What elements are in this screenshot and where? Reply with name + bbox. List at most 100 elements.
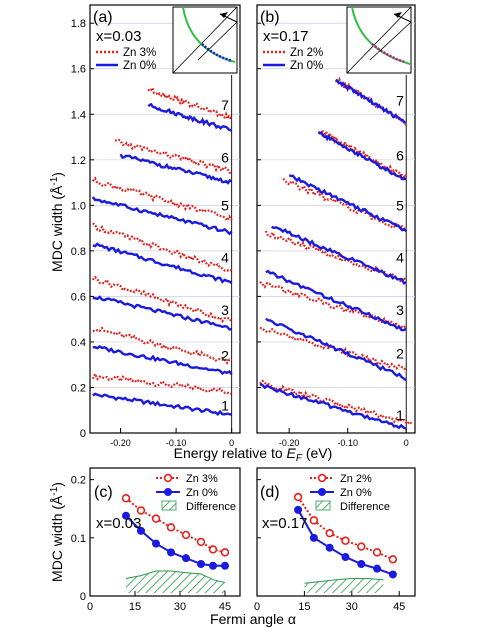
- y-tick-label: 0: [80, 591, 86, 603]
- series-line: [119, 153, 233, 185]
- series-line: [288, 174, 408, 233]
- x-tick-label: 15: [298, 601, 310, 613]
- legend-a-zn3-label: Zn 3%: [123, 47, 156, 59]
- series-line: [92, 326, 232, 365]
- series-line: [259, 383, 407, 430]
- data-point: [208, 545, 218, 554]
- series-line: [114, 138, 232, 174]
- y-tick-label: 0.2: [71, 382, 86, 394]
- composition-d: x=0.17: [262, 515, 307, 532]
- gridlines-a: [90, 22, 240, 388]
- series-line: [92, 295, 232, 331]
- data-point: [220, 548, 230, 557]
- data-point: [293, 492, 303, 502]
- x-tick-label: -0.10: [337, 438, 358, 448]
- data-point: [357, 560, 366, 568]
- cut-label: 6: [221, 150, 229, 166]
- composition-a: x=0.03: [96, 28, 141, 45]
- difference-line: [304, 578, 384, 584]
- data-point: [152, 539, 160, 548]
- cut-label: 3: [221, 302, 229, 318]
- cut-label: 2: [396, 345, 404, 361]
- legend-b-zn0-label: Zn 0%: [290, 60, 323, 72]
- x-tick-label: 15: [129, 601, 141, 613]
- series-line: [92, 242, 233, 285]
- x-tick-label: 0: [254, 601, 260, 613]
- y-tick-label: 0.8: [71, 246, 86, 258]
- y-axis-title-bottom: MDC width (Å-1): [49, 482, 65, 582]
- x-tick-label: 0: [229, 438, 234, 448]
- panel-label-a: (a): [93, 9, 113, 26]
- x-axis-title-top: Energy relative to EF (eV): [174, 445, 333, 464]
- y-tick-label: 1.6: [71, 64, 86, 76]
- cut-label: 1: [221, 398, 229, 414]
- panel-label-d: (d): [260, 484, 280, 501]
- y-tick-label: 1.8: [71, 18, 86, 30]
- data-point: [167, 548, 175, 557]
- data-point: [309, 533, 318, 542]
- inset-b: [346, 6, 412, 74]
- x-tick-label: 30: [346, 601, 358, 613]
- series-line: [259, 326, 408, 372]
- legend-label: Zn 0%: [340, 487, 372, 499]
- legend-label: Difference: [340, 501, 390, 513]
- data-point: [372, 548, 382, 557]
- data-point: [209, 561, 217, 570]
- series-line: [91, 371, 232, 395]
- panel-d-plot: 0 15 30 45 Zn 2% Zn 0% Difference: [254, 473, 405, 613]
- series-line: [92, 222, 233, 272]
- y-tick-label: 0.1: [71, 533, 86, 545]
- x-tick-label: 0: [404, 438, 409, 448]
- series-line: [282, 177, 407, 231]
- legend-marker: [163, 473, 173, 483]
- series-line: [92, 344, 233, 376]
- panel-a-frame: [89, 4, 241, 434]
- panel-c-frame: [89, 467, 241, 597]
- x-tick-label: -0.10: [166, 438, 187, 448]
- series-line: [317, 131, 407, 181]
- series-line: [147, 85, 233, 122]
- data-point: [373, 564, 382, 573]
- data-point: [181, 530, 191, 540]
- difference-area: [304, 578, 384, 594]
- series-line: [317, 129, 408, 183]
- series-line: [265, 317, 407, 382]
- x-tick-label: 45: [393, 601, 405, 613]
- panel-d-frame: [256, 467, 416, 597]
- data-point: [221, 561, 229, 570]
- series-line: [271, 225, 407, 285]
- panel-b-frame: [256, 4, 416, 434]
- data-point: [122, 511, 130, 520]
- y-axis-title-top: MDC width (Å-1): [49, 172, 65, 272]
- cut-label: 5: [396, 197, 404, 213]
- data-point: [325, 543, 334, 552]
- legend-marker: [315, 500, 331, 511]
- data-point: [341, 553, 350, 562]
- data-point: [294, 505, 303, 514]
- y-tick-label: 1.2: [71, 155, 86, 167]
- cut-label: 4: [221, 250, 229, 266]
- data-point: [197, 560, 205, 568]
- series-line: [335, 78, 407, 124]
- legend-marker: [318, 488, 326, 496]
- legend-label: Difference: [186, 501, 236, 513]
- data-point: [309, 516, 319, 525]
- data-point: [166, 523, 176, 532]
- series-line: [147, 102, 233, 132]
- series-line: [92, 392, 233, 416]
- data-point: [136, 506, 146, 515]
- series-line: [91, 196, 233, 236]
- panel-label-b: (b): [260, 9, 280, 26]
- series-line: [91, 275, 233, 324]
- data-point: [196, 537, 206, 547]
- cut-label: 6: [396, 147, 404, 163]
- difference-area: [126, 571, 225, 594]
- y-tick-label: 1.0: [71, 200, 86, 212]
- legend-marker: [164, 488, 172, 496]
- y-tick-label: 0.4: [71, 337, 86, 349]
- gridlines-b: [257, 22, 415, 388]
- series-line: [264, 230, 408, 283]
- panel-label-c: (c): [94, 484, 113, 501]
- data-point: [388, 555, 398, 564]
- panel-c-plot: 0 15 30 45 0 0.1 0.2 Zn 3% Zn 0% Difference: [71, 473, 236, 613]
